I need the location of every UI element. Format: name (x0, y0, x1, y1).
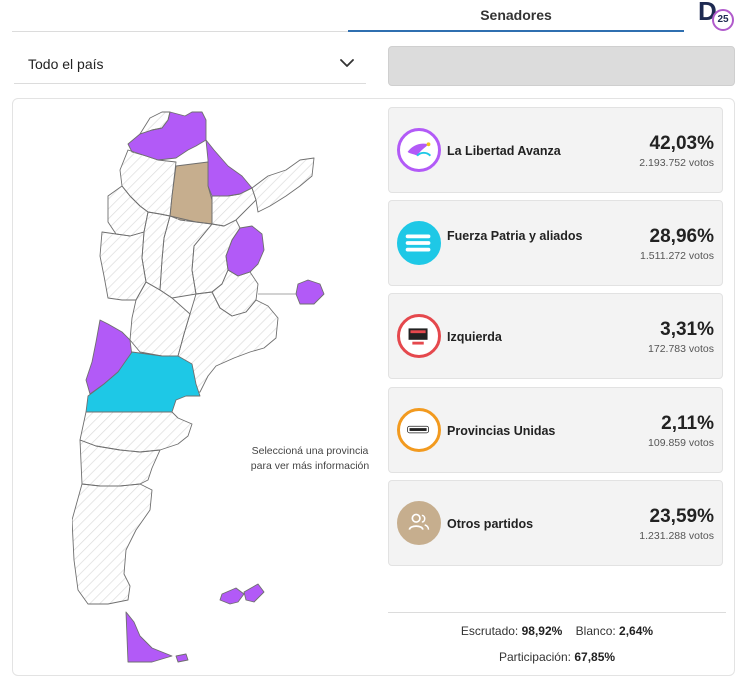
party-votes: 1.231.288 votos (639, 530, 714, 542)
region-select[interactable]: Todo el país (14, 44, 366, 84)
province-misiones[interactable] (251, 157, 315, 213)
party-votes: 1.511.272 votos (640, 250, 714, 262)
party-percent: 42,03% (649, 133, 714, 154)
party-percent: 23,59% (649, 506, 714, 527)
party-name: Provincias Unidas (447, 424, 556, 438)
frente-izquierda-logo-icon (397, 314, 441, 358)
malvinas-islands (219, 583, 265, 605)
province-caba[interactable] (295, 279, 325, 305)
party-name: Izquierda (447, 330, 502, 344)
province-san-juan[interactable] (99, 231, 147, 301)
tab-senadores[interactable]: Senadores (480, 7, 552, 23)
party-name: La Libertad Avanza (447, 144, 561, 158)
tab-divider (12, 31, 348, 32)
staten-island (175, 653, 189, 663)
chevron-down-icon (340, 59, 354, 67)
logo-badge: 25 (712, 9, 734, 31)
participacion-label: Participación: (498, 650, 571, 664)
result-card-otros[interactable]: Otros partidos 23,59% 1.231.288 votos (388, 480, 723, 566)
flag-stripes-logo-icon (397, 221, 441, 265)
people-icon (397, 501, 441, 545)
province-formosa[interactable] (205, 139, 253, 197)
province-san-luis[interactable] (129, 281, 191, 357)
party-votes: 172.783 votos (648, 343, 714, 355)
party-percent: 2,11% (661, 413, 714, 434)
province-la-pampa[interactable] (85, 351, 201, 413)
province-salta[interactable] (139, 111, 171, 135)
participacion-value: 67,85% (574, 650, 616, 664)
tab-active-indicator (348, 30, 684, 32)
result-card-provincias-unidas[interactable]: Provincias Unidas 2,11% 109.859 votos (388, 387, 723, 473)
party-name: Fuerza Patria y aliados (447, 229, 583, 243)
argentina-map[interactable] (72, 110, 332, 670)
blanco-label: Blanco: (575, 624, 616, 638)
stats-participacion: Participación: 67,85% (388, 650, 726, 664)
party-votes: 109.859 votos (648, 437, 714, 449)
province-santiago-del-estero[interactable] (169, 161, 213, 225)
region-select-value: Todo el país (28, 56, 104, 72)
map-hint: Seleccioná una provincia para ver más in… (250, 445, 370, 472)
escrutado-value: 98,92% (521, 624, 563, 638)
result-card-izquierda[interactable]: Izquierda 3,31% 172.783 votos (388, 293, 723, 379)
dove-logo-icon (397, 128, 441, 172)
secondary-select-placeholder[interactable] (388, 46, 735, 86)
party-percent: 3,31% (660, 319, 714, 340)
party-votes: 2.193.752 votos (639, 157, 714, 169)
result-card-lla[interactable]: La Libertad Avanza 42,03% 2.193.752 voto… (388, 107, 723, 193)
party-name: Otros partidos (447, 517, 534, 531)
chamber-tabs: Senadores D 25 (0, 0, 743, 32)
provincias-unidas-logo-icon (397, 408, 441, 452)
stats-escrutado-blanco: Escrutado: 98,92% Blanco: 2,64% (388, 624, 726, 638)
escrutado-label: Escrutado: (460, 624, 519, 638)
blanco-value: 2,64% (619, 624, 654, 638)
province-tierra-del-fuego[interactable] (125, 611, 173, 663)
province-santa-cruz[interactable] (72, 483, 153, 605)
stats-divider (388, 612, 726, 613)
result-card-fp[interactable]: Fuerza Patria y aliados 28,96% 1.511.272… (388, 200, 723, 286)
d25-logo: D 25 (694, 0, 738, 32)
party-percent: 28,96% (649, 226, 714, 247)
